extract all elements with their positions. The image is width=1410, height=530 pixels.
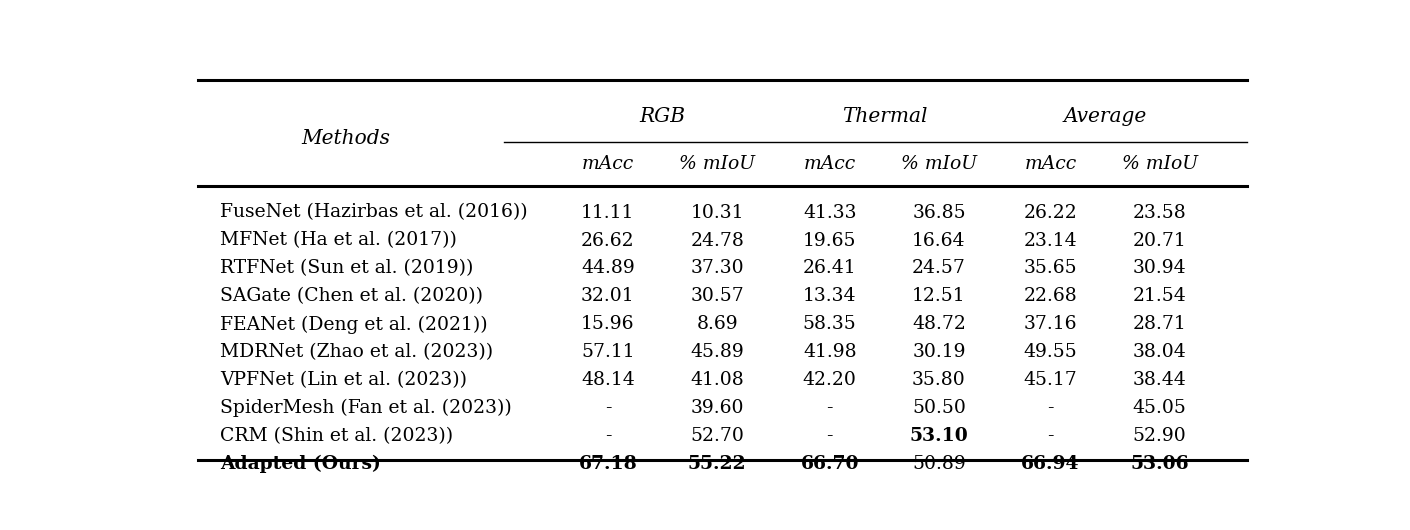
Text: Adapted (Ours): Adapted (Ours) [220, 455, 381, 473]
Text: 35.65: 35.65 [1024, 260, 1077, 278]
Text: MDRNet (Zhao et al. (2023)): MDRNet (Zhao et al. (2023)) [220, 343, 494, 361]
Text: 35.80: 35.80 [912, 372, 966, 390]
Text: -: - [1048, 427, 1053, 445]
Text: 45.89: 45.89 [691, 343, 744, 361]
Text: 16.64: 16.64 [912, 232, 966, 250]
Text: FEANet (Deng et al. (2021)): FEANet (Deng et al. (2021)) [220, 315, 488, 333]
Text: SpiderMesh (Fan et al. (2023)): SpiderMesh (Fan et al. (2023)) [220, 399, 512, 417]
Text: 38.44: 38.44 [1132, 372, 1187, 390]
Text: 11.11: 11.11 [581, 204, 634, 222]
Text: SAGate (Chen et al. (2020)): SAGate (Chen et al. (2020)) [220, 287, 484, 305]
Text: 38.04: 38.04 [1132, 343, 1187, 361]
Text: 30.57: 30.57 [691, 287, 744, 305]
Text: 41.98: 41.98 [802, 343, 856, 361]
Text: CRM (Shin et al. (2023)): CRM (Shin et al. (2023)) [220, 427, 453, 445]
Text: 49.55: 49.55 [1024, 343, 1077, 361]
Text: 39.60: 39.60 [691, 399, 744, 417]
Text: 36.85: 36.85 [912, 204, 966, 222]
Text: 45.17: 45.17 [1024, 372, 1077, 390]
Text: 24.78: 24.78 [691, 232, 744, 250]
Text: 57.11: 57.11 [581, 343, 634, 361]
Text: 20.71: 20.71 [1132, 232, 1187, 250]
Text: 28.71: 28.71 [1132, 315, 1187, 333]
Text: 23.14: 23.14 [1024, 232, 1077, 250]
Text: 66.70: 66.70 [801, 455, 859, 473]
Text: 26.41: 26.41 [802, 260, 856, 278]
Text: 41.33: 41.33 [802, 204, 856, 222]
Text: mAcc: mAcc [582, 155, 634, 173]
Text: -: - [605, 427, 611, 445]
Text: 67.18: 67.18 [578, 455, 637, 473]
Text: % mIoU: % mIoU [1122, 155, 1197, 173]
Text: 48.14: 48.14 [581, 372, 634, 390]
Text: 42.20: 42.20 [802, 372, 857, 390]
Text: Average: Average [1063, 107, 1146, 126]
Text: 44.89: 44.89 [581, 260, 634, 278]
Text: 8.69: 8.69 [697, 315, 737, 333]
Text: 50.50: 50.50 [912, 399, 966, 417]
Text: mAcc: mAcc [1024, 155, 1077, 173]
Text: Thermal: Thermal [842, 107, 926, 126]
Text: RGB: RGB [640, 107, 685, 126]
Text: 52.90: 52.90 [1132, 427, 1187, 445]
Text: 26.22: 26.22 [1024, 204, 1077, 222]
Text: -: - [1048, 399, 1053, 417]
Text: 55.22: 55.22 [688, 455, 746, 473]
Text: 22.68: 22.68 [1024, 287, 1077, 305]
Text: 37.30: 37.30 [691, 260, 744, 278]
Text: 45.05: 45.05 [1132, 399, 1187, 417]
Text: 30.94: 30.94 [1132, 260, 1187, 278]
Text: 15.96: 15.96 [581, 315, 634, 333]
Text: 30.19: 30.19 [912, 343, 966, 361]
Text: 52.70: 52.70 [691, 427, 744, 445]
Text: 13.34: 13.34 [802, 287, 856, 305]
Text: VPFNet (Lin et al. (2023)): VPFNet (Lin et al. (2023)) [220, 372, 467, 390]
Text: 50.89: 50.89 [912, 455, 966, 473]
Text: 12.51: 12.51 [912, 287, 966, 305]
Text: -: - [605, 399, 611, 417]
Text: 66.94: 66.94 [1021, 455, 1080, 473]
Text: 41.08: 41.08 [691, 372, 744, 390]
Text: 53.10: 53.10 [909, 427, 969, 445]
Text: 32.01: 32.01 [581, 287, 634, 305]
Text: mAcc: mAcc [804, 155, 856, 173]
Text: MFNet (Ha et al. (2017)): MFNet (Ha et al. (2017)) [220, 232, 457, 250]
Text: -: - [826, 427, 833, 445]
Text: FuseNet (Hazirbas et al. (2016)): FuseNet (Hazirbas et al. (2016)) [220, 204, 527, 222]
Text: 37.16: 37.16 [1024, 315, 1077, 333]
Text: -: - [826, 399, 833, 417]
Text: 53.06: 53.06 [1131, 455, 1189, 473]
Text: % mIoU: % mIoU [901, 155, 977, 173]
Text: % mIoU: % mIoU [680, 155, 756, 173]
Text: Methods: Methods [302, 129, 391, 147]
Text: 48.72: 48.72 [912, 315, 966, 333]
Text: 58.35: 58.35 [802, 315, 857, 333]
Text: 21.54: 21.54 [1132, 287, 1187, 305]
Text: RTFNet (Sun et al. (2019)): RTFNet (Sun et al. (2019)) [220, 260, 474, 278]
Text: 10.31: 10.31 [691, 204, 744, 222]
Text: 19.65: 19.65 [802, 232, 856, 250]
Text: 24.57: 24.57 [912, 260, 966, 278]
Text: 26.62: 26.62 [581, 232, 634, 250]
Text: 23.58: 23.58 [1132, 204, 1187, 222]
